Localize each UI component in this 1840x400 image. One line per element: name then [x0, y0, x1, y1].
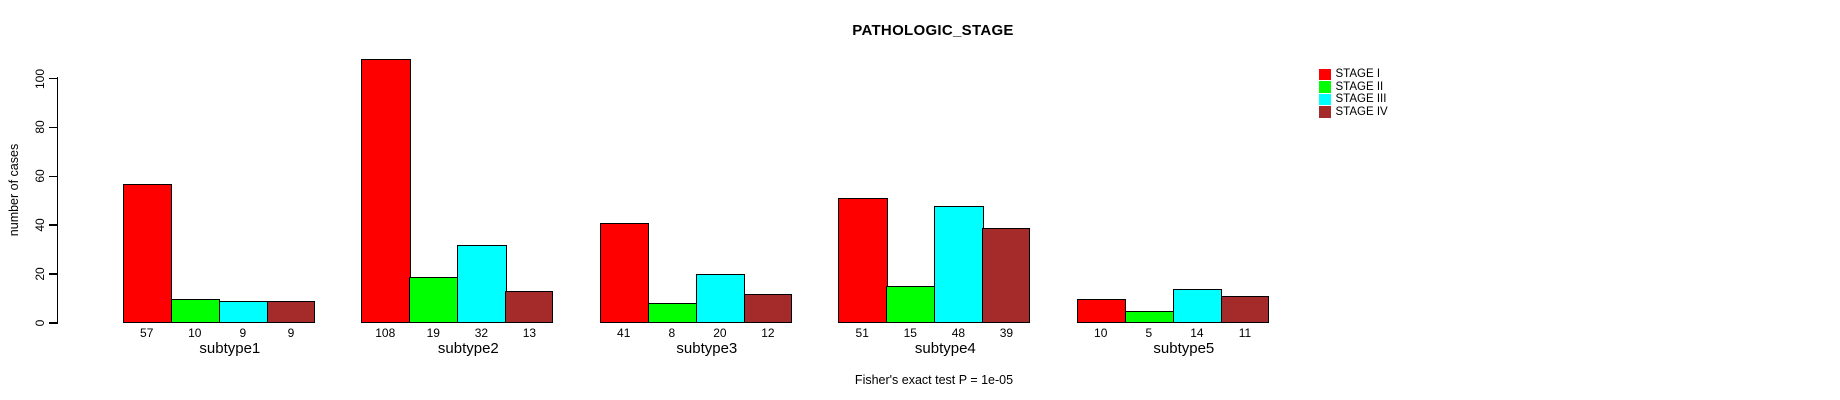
bar-stage-ii-subtype3	[647, 303, 698, 323]
y-tick-label: 0	[33, 319, 47, 327]
bar-stage-ii-subtype2	[409, 276, 459, 323]
bar-value-label: 10	[188, 326, 202, 340]
bar-stage-ii-subtype4	[886, 286, 936, 323]
y-tick-label: 20	[33, 267, 47, 281]
legend-label: STAGE IV	[1335, 106, 1388, 119]
bar-value-label: 57	[140, 326, 154, 340]
bar-value-label: 41	[617, 326, 631, 340]
bar-value-label: 10	[1094, 326, 1108, 340]
bar-value-label: 9	[239, 326, 247, 340]
y-tick	[49, 224, 57, 226]
bar-value-label: 48	[951, 326, 966, 340]
bar-value-label: 32	[474, 326, 489, 340]
bar-value-label: 14	[1190, 326, 1204, 340]
bar-stage-iii-subtype5	[1172, 288, 1223, 323]
bar-stage-iv-subtype3	[743, 293, 792, 323]
legend-item-stage-i: STAGE I	[1319, 68, 1388, 81]
bar-stage-i-subtype2	[361, 58, 411, 323]
legend-swatch-icon	[1319, 68, 1331, 81]
bar-stage-iv-subtype1	[266, 300, 315, 323]
y-tick-label: 40	[33, 218, 47, 232]
legend-item-stage-iv: STAGE IV	[1319, 106, 1388, 119]
bar-stage-i-subtype5	[1076, 298, 1127, 323]
legend-swatch-icon	[1319, 93, 1331, 106]
x-category-label-subtype4: subtype4	[914, 340, 976, 357]
y-tick-label: 60	[33, 169, 47, 183]
legend-label: STAGE I	[1335, 68, 1381, 81]
legend-label: STAGE II	[1335, 80, 1384, 93]
bar-value-label: 11	[1238, 326, 1252, 340]
bar-value-label: 12	[761, 326, 775, 340]
y-axis-line	[56, 77, 58, 324]
bar-value-label: 19	[426, 326, 440, 340]
legend-label: STAGE III	[1335, 93, 1387, 106]
bar-stage-iii-subtype4	[934, 205, 984, 323]
y-tick-label: 100	[33, 68, 47, 89]
legend-swatch-icon	[1319, 81, 1331, 93]
y-tick	[49, 126, 57, 129]
fisher-test-annotation: Fisher's exact test P = 1e-05	[854, 373, 1014, 387]
bar-value-label: 108	[375, 326, 396, 340]
bar-stage-i-subtype3	[599, 222, 650, 323]
y-tick	[49, 175, 57, 178]
y-axis-label: number of cases	[7, 143, 21, 237]
bar-stage-iii-subtype1	[218, 300, 269, 323]
bar-stage-iii-subtype3	[695, 274, 746, 323]
bar-value-label: 13	[522, 326, 537, 340]
bar-stage-iii-subtype2	[457, 244, 507, 323]
legend-item-stage-iii: STAGE III	[1319, 93, 1388, 106]
x-category-label-subtype1: subtype1	[199, 340, 261, 357]
bar-value-label: 51	[855, 326, 869, 340]
y-tick-label: 80	[33, 120, 47, 135]
bar-stage-i-subtype1	[122, 183, 173, 323]
bar-value-label: 5	[1145, 326, 1153, 340]
bar-stage-iv-subtype4	[982, 227, 1031, 323]
x-category-label-subtype2: subtype2	[437, 340, 499, 357]
bar-stage-iv-subtype2	[505, 291, 554, 323]
bar-stage-i-subtype4	[838, 198, 888, 323]
bar-value-label: 15	[903, 326, 917, 340]
legend: STAGE I STAGE II STAGE III STAGE IV	[1319, 68, 1388, 118]
x-category-label-subtype5: subtype5	[1153, 340, 1215, 357]
bar-stage-ii-subtype5	[1124, 310, 1175, 323]
y-tick	[49, 273, 57, 275]
chart-title: PATHOLOGIC_STAGE	[852, 22, 1014, 39]
legend-item-stage-ii: STAGE II	[1319, 81, 1388, 94]
bar-value-label: 39	[999, 326, 1014, 340]
legend-swatch-icon	[1319, 106, 1331, 118]
y-tick	[49, 322, 57, 324]
x-category-label-subtype3: subtype3	[676, 340, 738, 357]
bar-stage-iv-subtype5	[1220, 296, 1269, 323]
y-tick	[49, 77, 57, 80]
bar-stage-ii-subtype1	[170, 298, 221, 323]
bar-value-label: 9	[287, 326, 295, 340]
bar-value-label: 8	[668, 326, 676, 340]
bar-value-label: 20	[713, 326, 727, 340]
